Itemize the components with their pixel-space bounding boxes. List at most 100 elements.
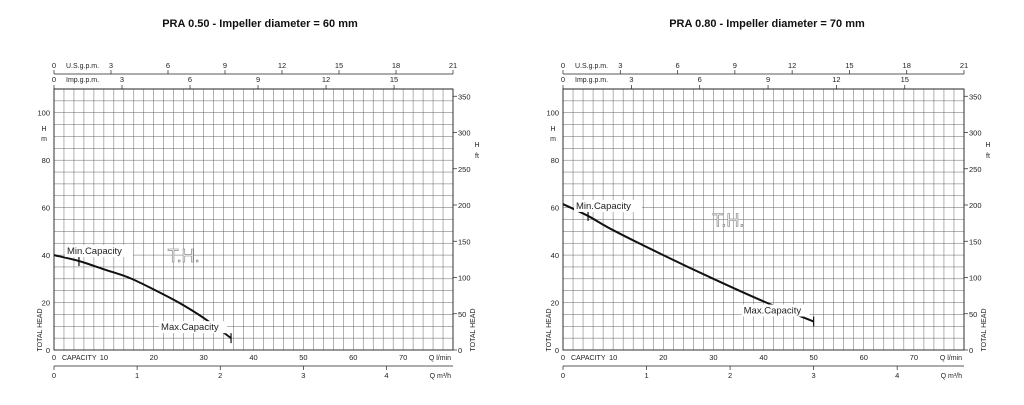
bottom-scales: 0 10 20 30 40 50 60 70 CAPACITY Q l/min 0 1 2 3 4 Q m³/…	[52, 353, 453, 380]
max-capacity-label: Max.Capacity	[744, 306, 802, 317]
max-capacity-label-bg	[159, 321, 228, 334]
top-scales: 0 3 6 9 12 15 18 21 U.S.g.p.m. 0 3 6 9 12 15 Imp.g.p.m.	[52, 61, 457, 90]
impgpm-tick-label: 6	[698, 75, 702, 84]
head-m-tick-label: 20	[551, 299, 559, 308]
usgpm-tick-label: 15	[335, 61, 343, 70]
usgpm-tick-label: 12	[788, 61, 796, 70]
head-ft-unit-bottom: ft	[475, 153, 479, 160]
usgpm-tick-label: 21	[449, 61, 457, 70]
head-m-tick-label: 0	[555, 346, 559, 355]
head-ft-tick-label: 150	[458, 237, 471, 246]
usgpm-tick-label: 6	[675, 61, 679, 70]
max-capacity-label-bg	[741, 304, 810, 317]
impgpm-tick-label: 0	[561, 75, 565, 84]
min-capacity-label-bg	[65, 245, 133, 258]
left-axis: 0 20 40 60 80 100 Hm TOTAL HEAD	[546, 109, 559, 355]
impgpm-tick-label: 12	[832, 75, 840, 84]
total-head-label-left: TOTAL HEAD	[37, 308, 44, 351]
chart-title: PRA 0.50 - Impeller diameter = 60 mm	[162, 18, 358, 30]
head-m-tick-label: 80	[42, 156, 50, 165]
head-m-unit-bottom: m	[41, 136, 47, 143]
impgpm-tick-label: 9	[766, 75, 770, 84]
m3h-tick-label: 3	[812, 371, 816, 380]
lpm-tick-label: 70	[910, 353, 918, 362]
impgpm-tick-label: 15	[390, 75, 398, 84]
impgpm-tick-label: 9	[256, 75, 260, 84]
head-ft-tick-label: 50	[969, 310, 977, 319]
lpm-tick-label: 70	[399, 353, 407, 362]
head-curve	[53, 254, 232, 339]
head-ft-tick-label: 100	[969, 274, 982, 283]
lpm-tick-label: 20	[150, 353, 158, 362]
impgpm-tick-label: 12	[322, 75, 330, 84]
head-ft-tick-label: 250	[969, 165, 982, 174]
head-ft-tick-label: 300	[969, 129, 982, 138]
head-m-tick-label: 0	[46, 346, 50, 355]
head-ft-tick-label: 250	[458, 165, 471, 174]
lpm-tick-label: 40	[249, 353, 257, 362]
usgpm-tick-label: 18	[903, 61, 911, 70]
lpm-tick-label: 10	[609, 353, 617, 362]
lpm-tick-label: 50	[809, 353, 817, 362]
th-watermark: T.H.	[168, 246, 200, 266]
usgpm-tick-label: 18	[392, 61, 400, 70]
head-ft-tick-label: 200	[458, 201, 471, 210]
chart-1: PRA 0.50 - Impeller diameter = 60 mm 0 3 6 9…	[37, 18, 480, 380]
lpm-tick-label: 60	[860, 353, 868, 362]
m3h-tick-label: 2	[728, 371, 732, 380]
lpm-tick-label: 30	[709, 353, 717, 362]
head-m-tick-label: 80	[551, 156, 559, 165]
m3h-unit-label: Q m³/h	[941, 373, 962, 380]
head-m-tick-label: 60	[42, 204, 50, 213]
total-head-label-left: TOTAL HEAD	[546, 308, 553, 351]
head-ft-tick-label: 100	[458, 274, 471, 283]
max-capacity-label: Max.Capacity	[161, 322, 219, 333]
m3h-tick-label: 4	[895, 371, 899, 380]
head-m-unit-top: H	[41, 126, 46, 133]
lpm-unit-label: Q l/min	[940, 355, 962, 362]
head-ft-tick-label: 300	[458, 129, 471, 138]
head-m-tick-label: 40	[42, 251, 50, 260]
chart-title: PRA 0.80 - Impeller diameter = 70 mm	[669, 18, 865, 30]
usgpm-tick-label: 6	[166, 61, 170, 70]
lpm-tick-label: 0	[561, 353, 565, 362]
usgpm-tick-label: 0	[52, 61, 56, 70]
head-ft-tick-label: 0	[969, 346, 973, 355]
head-curve	[562, 203, 814, 323]
head-ft-tick-label: 350	[458, 92, 471, 101]
right-axis: 0 50 100 150 200 250 300 350 Hft TOTAL HEAD	[964, 92, 991, 355]
head-m-tick-label: 100	[37, 109, 50, 118]
lpm-unit-label: Q l/min	[429, 355, 451, 362]
head-m-unit-bottom: m	[550, 136, 556, 143]
m3h-unit-label: Q m³/h	[430, 373, 451, 380]
min-capacity-label-bg	[574, 199, 642, 212]
impgpm-axis-label: Imp.g.p.m.	[66, 77, 99, 84]
head-ft-tick-label: 200	[969, 201, 982, 210]
head-ft-unit-top: H	[474, 142, 479, 149]
m3h-tick-label: 4	[384, 371, 388, 380]
head-m-tick-label: 40	[551, 251, 559, 260]
head-ft-unit-top: H	[985, 142, 990, 149]
usgpm-axis-label: U.S.g.p.m.	[575, 63, 608, 70]
head-m-unit-top: H	[550, 126, 555, 133]
usgpm-tick-label: 21	[960, 61, 968, 70]
th-watermark: T.H.	[712, 211, 744, 231]
capacity-label: CAPACITY	[62, 355, 97, 362]
m3h-tick-label: 1	[644, 371, 648, 380]
head-ft-tick-label: 50	[458, 310, 466, 319]
head-ft-tick-label: 350	[969, 92, 982, 101]
head-ft-unit-bottom: ft	[986, 153, 990, 160]
left-axis: 0 20 40 60 80 100 Hm TOTAL HEAD	[37, 109, 50, 355]
impgpm-tick-label: 6	[188, 75, 192, 84]
m3h-tick-label: 3	[301, 371, 305, 380]
impgpm-tick-label: 0	[52, 75, 56, 84]
bottom-scales: 0 10 20 30 40 50 60 70 CAPACITY Q l/min 0 1 2 3 4 Q m³/…	[561, 353, 964, 380]
total-head-label-right: TOTAL HEAD	[981, 308, 988, 351]
impgpm-tick-label: 3	[629, 75, 633, 84]
head-m-tick-label: 100	[546, 109, 559, 118]
total-head-label-right: TOTAL HEAD	[470, 308, 477, 351]
m3h-tick-label: 0	[561, 371, 565, 380]
usgpm-tick-label: 0	[561, 61, 565, 70]
impgpm-tick-label: 15	[901, 75, 909, 84]
